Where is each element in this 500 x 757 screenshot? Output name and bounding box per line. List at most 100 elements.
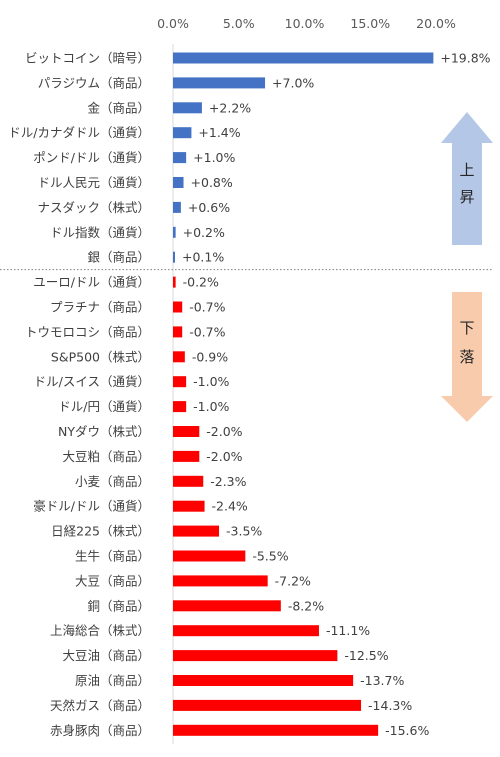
data-label: -0.7% — [189, 324, 225, 339]
bar — [173, 226, 176, 238]
category-label: S&P500（株式） — [51, 349, 150, 364]
data-label: -14.3% — [368, 698, 412, 713]
data-label: -0.7% — [189, 300, 225, 315]
bar — [173, 550, 246, 562]
bar — [173, 52, 434, 64]
down-label-char-2: 落 — [459, 348, 474, 366]
category-label: 赤身豚肉（商品） — [50, 723, 150, 738]
data-label: -2.4% — [212, 499, 248, 514]
data-label: -11.1% — [326, 623, 370, 638]
up-label-char-1: 上 — [459, 161, 474, 179]
category-label: 生牛（商品） — [75, 549, 150, 564]
category-label: 上海総合（株式） — [50, 623, 150, 638]
bar — [173, 724, 379, 736]
category-label: ポンド/ドル（通貨） — [33, 150, 150, 165]
category-label: NYダウ（株式） — [58, 424, 150, 439]
up-arrow-indicator: 上 昇 — [441, 112, 493, 245]
category-label: パラジウム（商品） — [38, 75, 150, 90]
bar — [173, 500, 205, 512]
data-label: -15.6% — [385, 723, 429, 738]
bar — [173, 177, 184, 188]
bar — [173, 450, 200, 462]
data-label: -2.3% — [210, 474, 246, 489]
up-label-char-2: 昇 — [459, 188, 474, 206]
bar — [173, 77, 266, 89]
bar — [173, 351, 185, 363]
category-label: 銀（商品） — [87, 250, 150, 265]
data-label: +1.0% — [193, 150, 235, 165]
category-label: 小麦（商品） — [75, 474, 150, 489]
down-arrow-icon — [441, 292, 493, 422]
data-label: +7.0% — [272, 75, 314, 90]
data-label: -1.0% — [193, 374, 229, 389]
category-label: 日経225（株式） — [51, 524, 150, 539]
category-label: ビットコイン（暗号） — [25, 51, 150, 66]
bar — [173, 426, 200, 437]
category-label: ドル指数（通貨） — [50, 225, 150, 240]
x-tick-label: 0.0% — [157, 16, 189, 31]
category-label: ナスダック（株式） — [37, 200, 150, 215]
bar — [173, 251, 175, 263]
bar — [173, 575, 268, 587]
bar — [173, 326, 183, 338]
bar — [173, 401, 187, 413]
data-label: +1.4% — [198, 125, 240, 140]
category-label: 大豆（商品） — [75, 573, 150, 588]
bar — [173, 376, 187, 388]
data-label: -12.5% — [344, 648, 388, 663]
data-label: -3.5% — [226, 524, 262, 539]
bar — [173, 625, 319, 637]
bar — [173, 675, 354, 686]
bar — [173, 152, 187, 164]
category-label: ドル人民元（通貨） — [37, 175, 150, 190]
data-label: +19.8% — [440, 51, 490, 66]
x-tick-label: 10.0% — [285, 16, 325, 31]
category-label: 銅（商品） — [87, 598, 150, 613]
bar — [173, 600, 281, 612]
bar — [173, 276, 176, 288]
data-label: -1.0% — [193, 399, 229, 414]
bar — [173, 475, 204, 487]
bar — [173, 201, 181, 213]
category-label: ユーロ/ドル（通貨） — [33, 275, 150, 290]
data-label: -8.2% — [288, 598, 324, 613]
bars-group: ビットコイン（暗号） +19.8% パラジウム（商品） +7.0% 金（商品） +2.2%… — [8, 51, 490, 738]
category-label: 天然ガス（商品） — [50, 698, 150, 713]
x-axis-tick-labels: 0.0% 5.0% 10.0% 15.0% 20.0% — [157, 16, 456, 31]
data-label: -2.0% — [206, 449, 242, 464]
x-tick-label: 15.0% — [350, 16, 390, 31]
category-label: 豪ドル/ドル（通貨） — [33, 499, 150, 514]
data-label: -2.0% — [206, 424, 242, 439]
category-label: 原油（商品） — [75, 673, 150, 688]
data-label: +0.6% — [188, 200, 230, 215]
x-tick-label: 20.0% — [416, 16, 456, 31]
bar — [173, 650, 338, 662]
bar — [173, 301, 183, 313]
data-label: -0.2% — [183, 275, 219, 290]
data-label: -7.2% — [275, 573, 311, 588]
data-label: -13.7% — [360, 673, 404, 688]
down-label-char-1: 下 — [459, 319, 474, 337]
category-label: 金（商品） — [87, 100, 150, 115]
category-label: ドル/スイス（通貨） — [34, 374, 150, 389]
data-label: -0.9% — [192, 349, 228, 364]
data-label: +2.2% — [209, 100, 251, 115]
bar — [173, 127, 192, 139]
category-label: プラチナ（商品） — [50, 300, 150, 315]
category-label: 大豆油（商品） — [62, 648, 150, 663]
data-label: +0.1% — [182, 250, 224, 265]
up-arrow-icon — [441, 112, 493, 245]
data-label: -5.5% — [252, 549, 288, 564]
category-label: トウモロコシ（商品） — [25, 324, 150, 339]
bar — [173, 102, 202, 114]
bar — [173, 699, 362, 711]
data-label: +0.2% — [183, 225, 225, 240]
data-label: +0.8% — [191, 175, 233, 190]
x-tick-label: 5.0% — [223, 16, 255, 31]
down-arrow-indicator: 下 落 — [441, 292, 493, 422]
category-label: ドル/カナダドル（通貨） — [8, 125, 150, 140]
bar — [173, 525, 220, 537]
category-label: ドル/円（通貨） — [58, 399, 150, 414]
category-label: 大豆粕（商品） — [62, 449, 150, 464]
